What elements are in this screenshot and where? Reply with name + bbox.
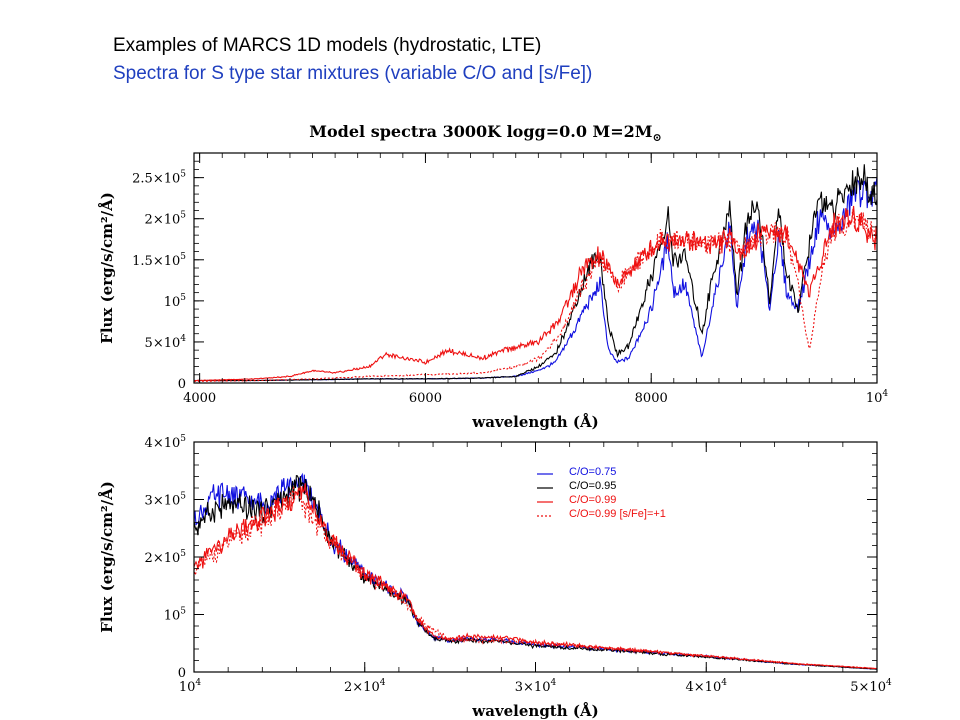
y-tick-label: 105 [164,293,187,310]
x-tick-label: 104 [866,389,889,406]
series-line-co095 [194,164,877,382]
x-tick-label: 2×104 [344,678,386,695]
x-tick-label: 5×104 [850,678,892,695]
y-tick-label: 3×105 [145,492,187,509]
bottom-spectrum-chart: 104 2×104 3×104 4×104 5×104 0 105 2×105 3×105 4×1… [98,434,892,720]
series-line-co075 [194,176,877,382]
x-tick-label: 4000 [183,391,216,406]
x-tick-label: 8000 [635,391,668,406]
y-axis-title: Flux (erg/s/cm²/Å) [98,192,116,344]
y-tick-label: 1.5×105 [132,252,186,269]
slide-subheading: Spectra for S type star mixtures (variab… [113,63,593,84]
series-line-co099sfe [194,485,877,670]
legend-label: C/O=0.75 [569,466,616,478]
x-tick-label: 4×104 [686,678,728,695]
chart-title: Model spectra 3000K logg=0.0 M=2M⊙ [309,122,661,144]
x-tick-label: 3×104 [515,678,557,695]
y-tick-label: 5×104 [145,334,187,351]
y-axis-title: Flux (erg/s/cm²/Å) [98,481,116,633]
y-tick-label: 105 [164,607,187,624]
y-tick-label: 4×105 [145,434,187,451]
x-axis-title: wavelength (Å) [471,413,598,431]
y-tick-label: 2×105 [145,549,187,566]
y-tick-label: 2.5×105 [132,170,186,187]
y-tick-label: 0 [178,377,186,392]
x-tick-label: 104 [179,678,202,695]
legend-label: C/O=0.99 [s/Fe]=+1 [569,508,666,520]
plot-frame [193,152,878,384]
slide-heading: Examples of MARCS 1D models (hydrostatic… [113,35,542,56]
legend-label: C/O=0.95 [569,480,616,492]
y-tick-label: 0 [178,666,186,681]
x-tick-label: 6000 [409,391,442,406]
top-spectrum-chart: 4000 6000 8000 104 0 5×104 105 1.5×105 2×105 2.5×… [98,122,888,431]
y-tick-label: 2×105 [145,211,187,228]
series-line-co099 [194,205,877,382]
legend-label: C/O=0.99 [569,494,616,506]
x-axis-title: wavelength (Å) [471,702,598,720]
